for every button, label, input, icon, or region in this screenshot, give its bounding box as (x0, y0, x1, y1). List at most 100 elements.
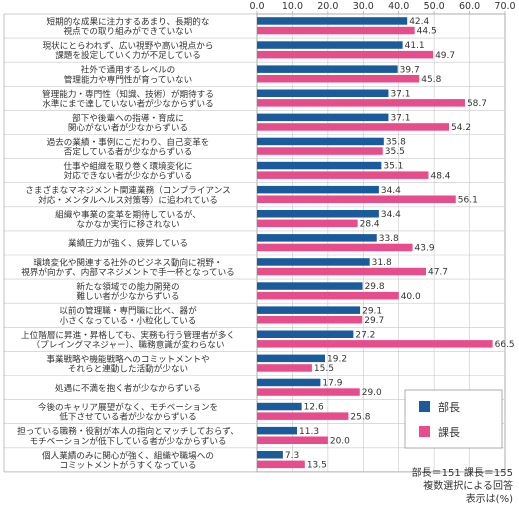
bar-kacho (257, 316, 363, 324)
bar-bucho (257, 210, 379, 218)
data-label: 20.0 (330, 436, 350, 446)
bar-kacho (257, 26, 415, 35)
data-label: 7.3 (285, 451, 299, 461)
category-label: 業績圧力が強く、疲弊している (68, 237, 188, 249)
category-label-line: コミットメントがうすくなっている (59, 459, 196, 471)
category-label-line: 事業戦略や機能戦略へのコミットメントや (46, 353, 209, 365)
category-label: 今後のキャリア展望がなく、モチベーションを低下させている者が少なからずいる (38, 401, 218, 423)
data-label: 31.8 (372, 258, 392, 268)
category-labels: 短期的な成果に注力するあまり、長期的な視点での取り組みができていない現状にとらわ… (17, 15, 239, 470)
bar-kacho (257, 460, 305, 469)
category-label-line: 新たな領域での能力開発の (76, 281, 179, 293)
bar-kacho (257, 436, 328, 444)
data-label: 56.1 (458, 195, 478, 205)
bars: 42.4 41.1 39.7 37.1 37.1 35.8 35.1 34.4 34.4 33.8… (257, 17, 515, 471)
answer-method-note: 複数選択による回答 (423, 481, 513, 492)
legend-label: 課長 (438, 425, 460, 439)
category-label-line: 関心がない者が少なからずいる (68, 121, 188, 133)
x-tick-label: 70.0 (494, 1, 515, 12)
category-label: 新たな領域での能力開発の難しい者が少なからずいる (76, 281, 179, 303)
bar-bucho (257, 282, 363, 290)
category-label: 過去の業績・事例にこだわり、自己変革を否定している者が少なからずいる (47, 136, 210, 158)
respondent-count-note: 部長＝151 課長＝155 (411, 468, 513, 479)
bar-bucho (257, 378, 321, 387)
category-label-line: 小さくなっている・小粒化している (60, 314, 197, 326)
data-label: 40.0 (401, 292, 421, 302)
data-label: 34.4 (381, 210, 401, 220)
category-label-line: 以前の管理職・専門職に比べ、器が (59, 305, 197, 317)
data-label: 48.4 (430, 171, 450, 181)
category-label-line: 個人業績のみに関心が強く、組織や職場への (42, 449, 214, 461)
category-label-line: 低下させている者が少なからずいる (59, 411, 196, 423)
bar-kacho (257, 123, 450, 131)
category-label: 短期的な成果に注力するあまり、長期的な視点での取り組みができていない (47, 15, 210, 37)
x-tick-label: 60.0 (459, 1, 480, 12)
category-label: 組織や事業の変革を期待しているが、なかなか実行に移されない (55, 208, 201, 230)
data-label: 58.7 (467, 99, 487, 109)
data-label: 28.4 (360, 220, 380, 230)
data-label: 17.9 (322, 379, 342, 389)
category-label-line: 環境変化や関連する社外のビジネス動向に視野・ (33, 256, 222, 268)
data-label: 29.7 (364, 316, 384, 326)
data-label: 49.7 (435, 51, 455, 61)
category-label-line: 視界が向かず、内部マネジメントで手一杯となっている (21, 266, 235, 278)
bar-bucho (257, 65, 398, 73)
data-label: 43.9 (415, 244, 435, 254)
category-label: 環境変化や関連する社外のビジネス動向に視野・視界が向かず、内部マネジメントで手一… (21, 256, 235, 278)
bar-bucho (257, 234, 377, 242)
category-label-line: 処遇に不満を抱く者が少なからずいる (55, 382, 201, 394)
bar-kacho (257, 99, 465, 107)
data-label: 45.8 (421, 75, 441, 85)
data-label: 44.5 (417, 27, 437, 37)
data-label: 47.7 (428, 268, 448, 278)
bar-kacho (257, 219, 358, 228)
category-label-line: 水準にまで達していない者が少なからずいる (42, 97, 213, 109)
bar-kacho (257, 291, 399, 300)
data-label: 11.3 (299, 427, 319, 437)
category-label: 現状にとらわれず、広い視野や高い視点から課題を設定していく力が不足している (43, 40, 214, 62)
category-label-line: 視点での取り組みができていない (64, 25, 193, 37)
bar-bucho (257, 185, 379, 194)
data-label: 15.5 (314, 364, 334, 374)
category-label: さまざまなマネジメント関連業務（コンプライアンス対応・メンタルヘルス対策等）に追… (25, 184, 230, 206)
data-label: 29.0 (362, 388, 382, 398)
bar-bucho (257, 258, 370, 266)
bar-kacho (257, 412, 349, 420)
data-label: 37.1 (390, 89, 410, 99)
category-label-line: 組織や事業の変革を期待しているが、 (55, 208, 201, 220)
data-label: 13.5 (307, 461, 327, 471)
category-label-line: さまざまなマネジメント関連業務（コンプライアンス (25, 184, 230, 196)
category-label-line: 社外で通用するレベルの (81, 64, 176, 76)
x-tick-label: 30.0 (353, 1, 374, 12)
data-label: 12.6 (304, 403, 324, 413)
data-label: 33.8 (379, 234, 399, 244)
data-label: 29.8 (365, 282, 385, 292)
category-label-line: 上位階層に昇進・昇格しても、実務も行う管理者が多く (21, 329, 235, 341)
x-axis-ticks: 0.0 10.0 20.0 30.0 40.0 50.0 60.0 70.0 (249, 1, 515, 12)
category-label-line: モチベーションが低下している者が少なからずいる (29, 435, 226, 447)
data-label: 54.2 (451, 123, 471, 133)
category-label-line: 業績圧力が強く、疲弊している (68, 237, 188, 249)
category-label-line: 短期的な成果に注力するあまり、長期的な (47, 15, 210, 27)
category-label-line: それらと連動した活動が少ない (68, 362, 188, 374)
category-label: 社外で通用するレベルの管理能力や専門性が育っていない (64, 64, 192, 86)
plot-frame (256, 13, 506, 473)
bar-bucho (257, 402, 302, 411)
bar-bucho (257, 426, 298, 435)
bar-kacho (257, 171, 429, 179)
category-label: 担っている職務・役割が本人の指向とマッチしておらず、モチベーションが低下している… (17, 425, 239, 447)
legend-label: 部長 (438, 400, 460, 414)
data-label: 41.1 (405, 41, 425, 51)
category-label: 部下や後輩への指導・育成に関心がない者が少なからずいる (68, 112, 188, 134)
x-tick-label: 20.0 (317, 1, 338, 12)
bar-bucho (257, 161, 382, 170)
category-label-line: 管理能力や専門性が育っていない (64, 73, 192, 85)
bar-bucho (257, 113, 389, 122)
bar-bucho (257, 89, 389, 97)
data-label: 34.4 (381, 186, 401, 196)
bar-kacho (257, 50, 434, 59)
legend-swatch (419, 426, 430, 437)
bar-bucho (257, 137, 384, 146)
